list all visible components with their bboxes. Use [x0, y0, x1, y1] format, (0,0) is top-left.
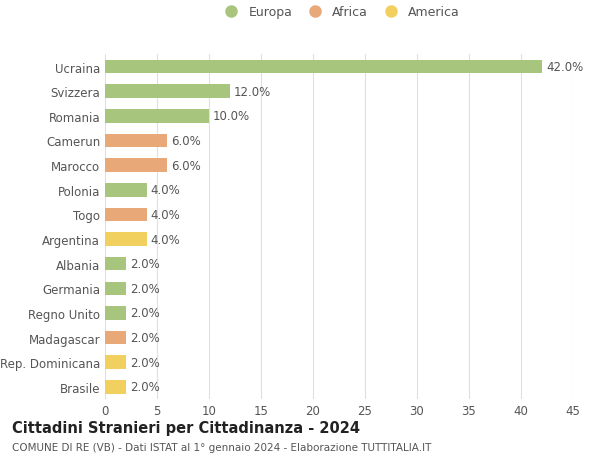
Bar: [105, 233, 146, 246]
Text: 10.0%: 10.0%: [213, 110, 250, 123]
Text: Cittadini Stranieri per Cittadinanza - 2024: Cittadini Stranieri per Cittadinanza - 2…: [12, 420, 360, 435]
Bar: [105, 134, 167, 148]
Text: 4.0%: 4.0%: [151, 233, 181, 246]
Text: 6.0%: 6.0%: [172, 159, 202, 172]
Text: 12.0%: 12.0%: [234, 85, 271, 98]
Text: 2.0%: 2.0%: [130, 356, 160, 369]
Bar: [105, 208, 146, 222]
Text: 2.0%: 2.0%: [130, 307, 160, 320]
Text: 42.0%: 42.0%: [546, 61, 583, 74]
Bar: [105, 85, 230, 99]
Bar: [105, 257, 126, 271]
Text: 2.0%: 2.0%: [130, 257, 160, 270]
Bar: [105, 307, 126, 320]
Bar: [105, 61, 542, 74]
Text: 4.0%: 4.0%: [151, 208, 181, 221]
Text: 2.0%: 2.0%: [130, 331, 160, 344]
Text: 4.0%: 4.0%: [151, 184, 181, 197]
Bar: [105, 331, 126, 345]
Bar: [105, 356, 126, 369]
Bar: [105, 110, 209, 123]
Legend: Europa, Africa, America: Europa, Africa, America: [218, 6, 460, 19]
Text: COMUNE DI RE (VB) - Dati ISTAT al 1° gennaio 2024 - Elaborazione TUTTITALIA.IT: COMUNE DI RE (VB) - Dati ISTAT al 1° gen…: [12, 442, 431, 452]
Bar: [105, 380, 126, 394]
Bar: [105, 159, 167, 173]
Bar: [105, 184, 146, 197]
Text: 6.0%: 6.0%: [172, 134, 202, 148]
Text: 2.0%: 2.0%: [130, 282, 160, 295]
Text: 2.0%: 2.0%: [130, 381, 160, 393]
Bar: [105, 282, 126, 296]
